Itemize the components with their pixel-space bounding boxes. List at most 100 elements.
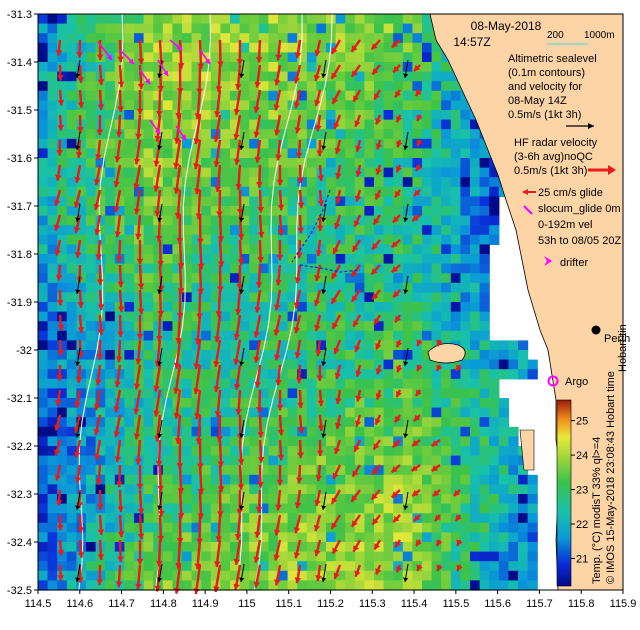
- sst-cell: [66, 580, 77, 591]
- sst-cell: [278, 580, 289, 591]
- sst-cell: [124, 100, 135, 111]
- sst-cell: [47, 513, 58, 524]
- sst-cell: [431, 302, 442, 313]
- sst-cell: [306, 215, 317, 226]
- x-tick-label: 115.9: [610, 598, 637, 610]
- sst-cell: [287, 465, 298, 476]
- sst-cell: [162, 138, 173, 149]
- sst-cell: [470, 138, 481, 149]
- sst-cell: [287, 81, 298, 92]
- sst-cell: [86, 436, 97, 447]
- sst-cell: [124, 532, 135, 543]
- sst-cell: [498, 369, 509, 380]
- sst-cell: [508, 369, 519, 380]
- sst-cell: [57, 177, 68, 188]
- sst-cell: [412, 234, 423, 245]
- sst-cell: [297, 177, 308, 188]
- sst-cell: [364, 167, 375, 178]
- sst-cell: [364, 129, 375, 140]
- sst-cell: [105, 234, 116, 245]
- sst-cell: [412, 215, 423, 226]
- sst-cell: [278, 244, 289, 255]
- hf-velocity-arrow-head: [254, 306, 261, 313]
- sst-cell: [182, 484, 193, 495]
- sst-cell: [479, 455, 490, 466]
- sst-cell: [143, 167, 154, 178]
- sst-cell: [172, 484, 183, 495]
- hf-velocity-arrow-head: [375, 118, 382, 125]
- sst-cell: [57, 513, 68, 524]
- sst-cell: [191, 33, 202, 44]
- sst-cell: [38, 522, 49, 533]
- sst-cell: [57, 311, 68, 322]
- sst-cell: [287, 100, 298, 111]
- hf-velocity-arrow-head: [416, 364, 423, 371]
- sst-cell: [316, 225, 327, 236]
- sst-cell: [374, 359, 385, 370]
- sst-cell: [345, 388, 356, 399]
- sst-cell: [249, 311, 260, 322]
- hf-velocity-arrow-head: [77, 302, 85, 308]
- sst-cell: [364, 177, 375, 188]
- hf-velocity-arrow-head: [317, 175, 325, 182]
- sst-cell: [479, 148, 490, 159]
- sst-cell: [518, 570, 529, 581]
- sst-cell: [220, 81, 231, 92]
- sst-cell: [153, 378, 164, 389]
- hf-velocity-arrow-head: [335, 172, 342, 179]
- sst-cell: [143, 350, 154, 361]
- sst-cell: [172, 522, 183, 533]
- sst-cell: [162, 503, 173, 514]
- sst-cell: [124, 484, 135, 495]
- sst-cell: [402, 436, 413, 447]
- sst-cell: [210, 513, 221, 524]
- sst-cell: [47, 561, 58, 572]
- sst-cell: [470, 436, 481, 447]
- sst-cell: [335, 177, 346, 188]
- sst-cell: [201, 90, 212, 101]
- sst-cell: [345, 551, 356, 562]
- sst-cell: [258, 417, 269, 428]
- sst-cell: [66, 158, 77, 169]
- sst-cell: [114, 417, 125, 428]
- sst-cell: [268, 119, 279, 130]
- sst-cell: [297, 215, 308, 226]
- sst-cell: [354, 244, 365, 255]
- sst-cell: [326, 503, 337, 514]
- sst-cell: [450, 561, 461, 572]
- sst-cell: [287, 23, 298, 34]
- hf-velocity-arrow-head: [334, 422, 342, 429]
- sst-cell: [105, 138, 116, 149]
- sst-cell: [191, 570, 202, 581]
- sst-cell: [441, 436, 452, 447]
- sst-cell: [249, 398, 260, 409]
- sst-cell: [124, 186, 135, 197]
- sst-cell: [47, 148, 58, 159]
- sst-cell: [287, 398, 298, 409]
- sst-cell: [105, 90, 116, 101]
- sst-cell: [393, 42, 404, 53]
- sst-cell: [201, 513, 212, 524]
- hf-velocity-arrow-head: [293, 552, 301, 559]
- sst-cell: [47, 33, 58, 44]
- sst-cell: [86, 42, 97, 53]
- sst-cell: [450, 263, 461, 274]
- sst-cell: [210, 90, 221, 101]
- sst-cell: [66, 494, 77, 505]
- sst-cell: [76, 474, 87, 485]
- sst-cell: [182, 522, 193, 533]
- sst-cell: [364, 263, 375, 274]
- sst-cell: [134, 302, 145, 313]
- sst-cell: [278, 52, 289, 63]
- y-tick-label: -32.4: [7, 537, 32, 549]
- sst-cell: [172, 340, 183, 351]
- sst-cell: [239, 330, 250, 341]
- sst-cell: [134, 42, 145, 53]
- sst-cell: [326, 561, 337, 572]
- sst-cell: [105, 330, 116, 341]
- sst-cell: [66, 561, 77, 572]
- sst-cell: [470, 225, 481, 236]
- sst-cell: [249, 225, 260, 236]
- sst-cell: [287, 167, 298, 178]
- sst-cell: [498, 551, 509, 562]
